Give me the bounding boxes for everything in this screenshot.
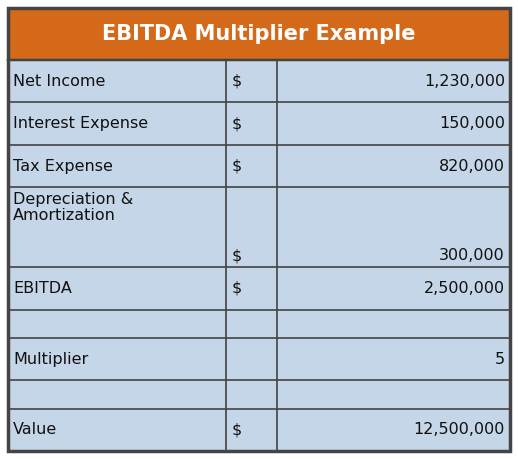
Bar	[8, 338, 510, 380]
Text: Net Income: Net Income	[13, 74, 105, 89]
Text: Value: Value	[13, 422, 57, 437]
Bar	[8, 8, 510, 60]
Text: $: $	[232, 281, 241, 296]
Bar	[8, 409, 510, 451]
Text: Multiplier: Multiplier	[13, 352, 88, 367]
Text: Interest Expense: Interest Expense	[13, 116, 148, 131]
Text: $: $	[232, 159, 241, 174]
Bar	[8, 309, 510, 338]
Text: 12,500,000: 12,500,000	[414, 422, 505, 437]
Bar	[8, 380, 510, 409]
Bar	[8, 267, 510, 309]
Text: 300,000: 300,000	[439, 248, 505, 263]
Text: EBITDA: EBITDA	[13, 281, 72, 296]
Text: 2,500,000: 2,500,000	[424, 281, 505, 296]
Text: $: $	[232, 422, 241, 437]
Text: 150,000: 150,000	[439, 116, 505, 131]
Text: 820,000: 820,000	[439, 159, 505, 174]
Bar	[8, 145, 510, 187]
Text: 5: 5	[495, 352, 505, 367]
Text: EBITDA Multiplier Example: EBITDA Multiplier Example	[102, 24, 416, 44]
Text: Depreciation &: Depreciation &	[13, 192, 133, 207]
Text: 1,230,000: 1,230,000	[424, 74, 505, 89]
Text: $: $	[232, 116, 241, 131]
Text: $: $	[232, 74, 241, 89]
Text: $: $	[232, 248, 241, 263]
Bar	[8, 187, 510, 267]
Bar	[8, 102, 510, 145]
Bar	[8, 60, 510, 102]
Text: Tax Expense: Tax Expense	[13, 159, 113, 174]
Text: Amortization: Amortization	[13, 208, 116, 224]
